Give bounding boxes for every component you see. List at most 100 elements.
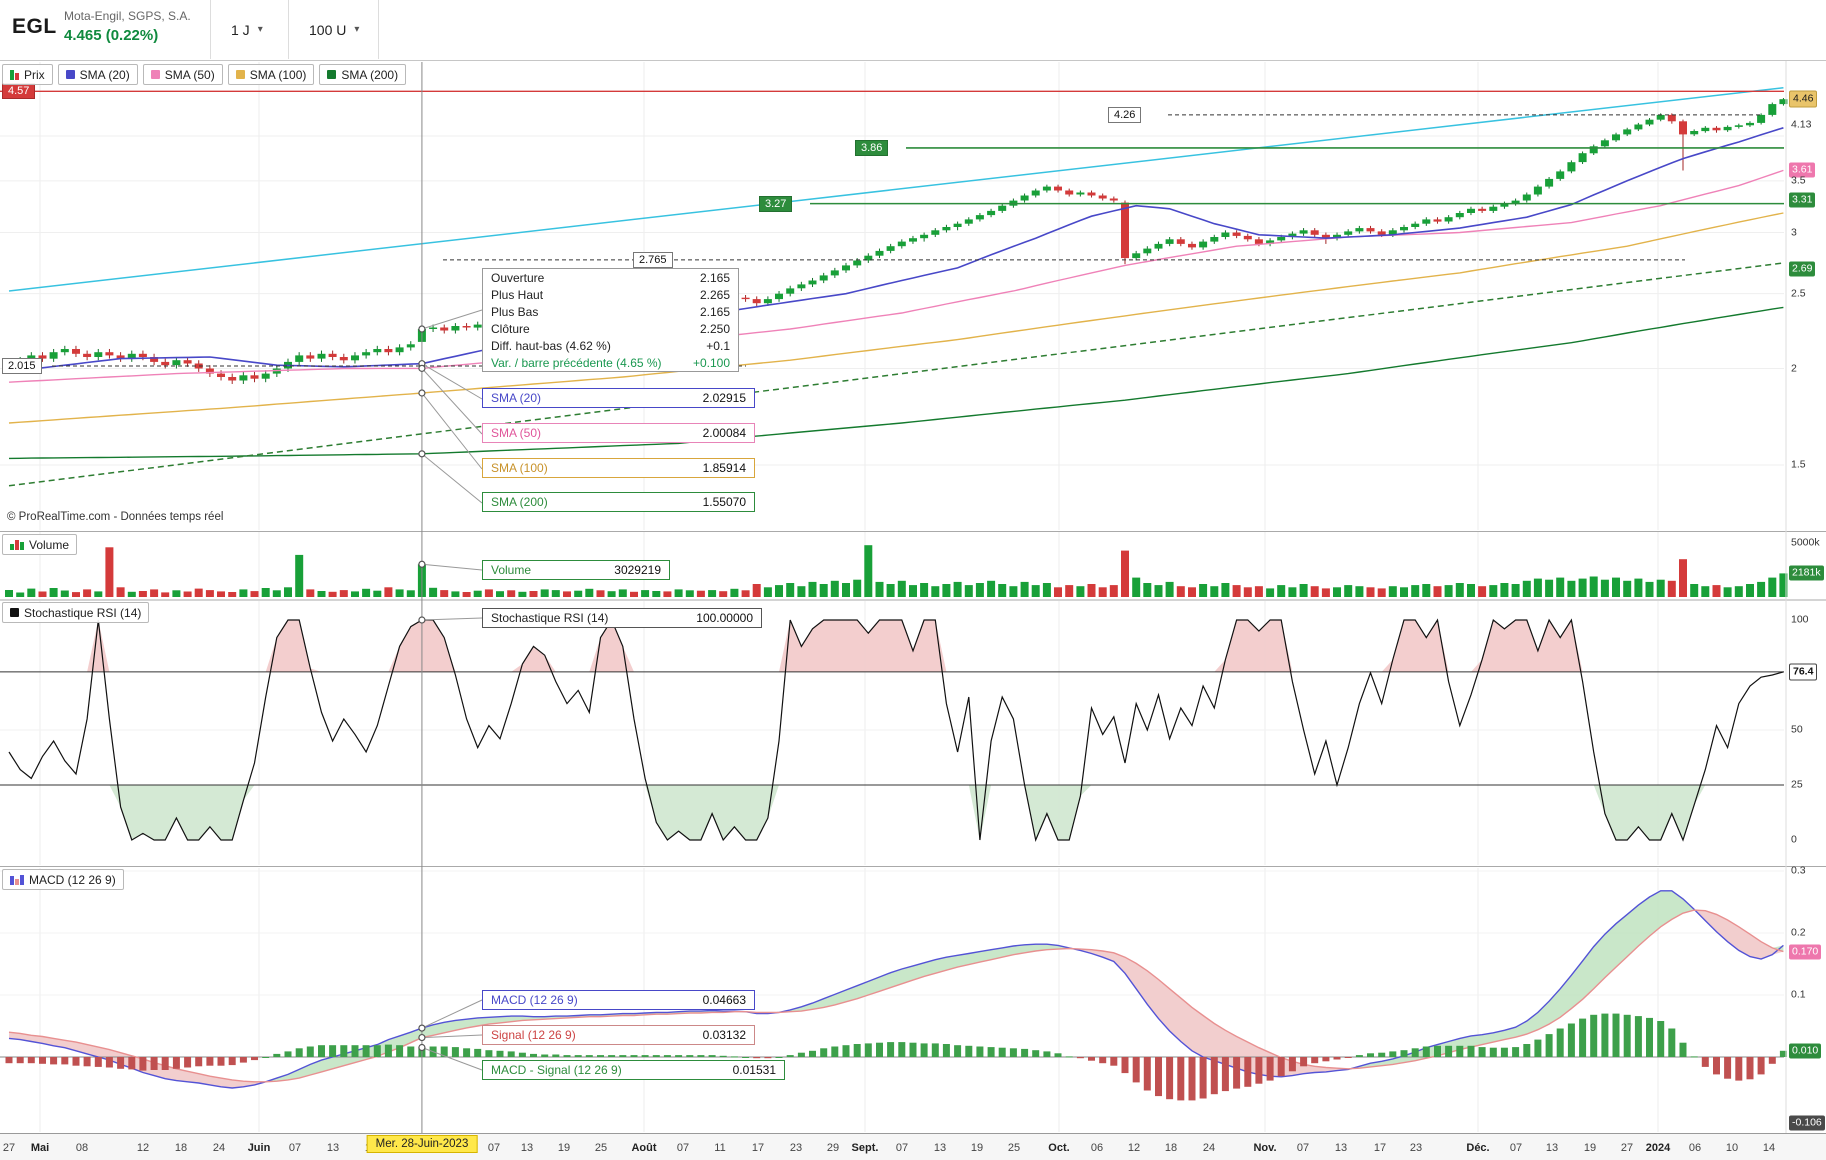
time-axis-label: 07 xyxy=(1509,1141,1523,1154)
timeframe-value: 1 J xyxy=(231,21,250,38)
time-axis-label: 11 xyxy=(714,1141,726,1154)
price-level-label[interactable]: 4.57 xyxy=(2,83,36,100)
legend-sma100-chip[interactable]: SMA (100) xyxy=(227,64,315,85)
time-axis-label: 07 xyxy=(487,1141,501,1154)
time-axis-label: Déc. xyxy=(1466,1141,1490,1154)
tooltip-close-label: Clôture xyxy=(491,321,530,336)
time-axis-label: 17 xyxy=(751,1141,765,1154)
time-axis-label: 14 xyxy=(1762,1141,1776,1154)
stoch-callout: Stochastique RSI (14) 100.00000 xyxy=(482,608,762,628)
time-axis-label: 24 xyxy=(1202,1141,1216,1154)
legend-sma50-chip[interactable]: SMA (50) xyxy=(142,64,223,85)
toolbar-divider xyxy=(378,0,379,59)
units-dropdown[interactable]: 100 U ▾ xyxy=(288,0,379,59)
sma20-color-icon xyxy=(65,70,75,79)
time-axis-label: 24 xyxy=(212,1141,226,1154)
copyright-notice: © ProRealTime.com - Données temps réel xyxy=(7,511,224,523)
time-axis-label: 25 xyxy=(1007,1141,1021,1154)
sma100-callout: SMA (100) 1.85914 xyxy=(482,458,755,478)
axis-tag: 0.2 xyxy=(1791,926,1806,939)
time-axis-label: 06 xyxy=(1090,1141,1104,1154)
axis-tag: 0.010 xyxy=(1789,1043,1822,1059)
axis-tag: -0.106 xyxy=(1789,1115,1825,1131)
tooltip-var-label: Var. / barre précédente (4.65 %) xyxy=(491,355,662,370)
sma20-callout-value: 2.02915 xyxy=(702,391,746,405)
macd-legend: MACD (12 26 9) xyxy=(2,869,124,890)
axis-tag: 2 xyxy=(1791,362,1797,375)
legend-sma20-chip[interactable]: SMA (20) xyxy=(57,64,138,85)
sma50-callout-value: 2.00084 xyxy=(702,426,746,440)
macd-callout-label: MACD (12 26 9) xyxy=(491,993,578,1007)
tooltip-low-label: Plus Bas xyxy=(491,304,539,319)
axis-tag: 1.5 xyxy=(1791,458,1806,471)
price-level-label[interactable]: 3.86 xyxy=(855,139,889,156)
price-level-label[interactable]: 3.27 xyxy=(759,195,793,212)
gridlines xyxy=(0,62,1784,1132)
time-axis-label: Mai xyxy=(30,1141,50,1154)
time-axis-label: 18 xyxy=(174,1141,188,1154)
sma200-callout-value: 1.55070 xyxy=(702,495,746,509)
sma-lines xyxy=(8,127,1784,460)
stoch-legend: Stochastique RSI (14) xyxy=(2,602,150,623)
axis-tag: 4.13 xyxy=(1791,118,1812,131)
axis-tag: 2181k xyxy=(1789,565,1824,581)
price-level-label[interactable]: 2.765 xyxy=(633,251,673,268)
indicator-legend: Prix SMA (20) SMA (50) SMA (100) SMA (20… xyxy=(2,64,407,85)
price-level-label[interactable]: 4.26 xyxy=(1108,106,1142,123)
volume-chip[interactable]: Volume xyxy=(2,534,78,555)
tooltip-range-label: Diff. haut-bas (4.62 %) xyxy=(491,338,611,353)
volume-callout-value: 3029219 xyxy=(614,563,661,577)
time-axis-label: 07 xyxy=(1296,1141,1310,1154)
time-axis-label: 06 xyxy=(1688,1141,1702,1154)
time-axis-label: Août xyxy=(631,1141,657,1154)
trendlines xyxy=(8,86,1784,487)
axis-tag: 0.170 xyxy=(1789,944,1822,960)
sma200-callout: SMA (200) 1.55070 xyxy=(482,492,755,512)
volume-label: Volume xyxy=(29,537,70,552)
stoch-rsi-panel xyxy=(0,618,1784,843)
sma50-color-icon xyxy=(150,70,160,79)
stoch-line-icon xyxy=(10,608,19,617)
tooltip-var-value: +0.100 xyxy=(692,355,730,370)
stoch-chip[interactable]: Stochastique RSI (14) xyxy=(2,602,150,623)
axis-tag: 4.46 xyxy=(1789,90,1818,108)
units-value: 100 U xyxy=(309,21,347,38)
time-axis-label: 08 xyxy=(75,1141,89,1154)
volume-callout: Volume 3029219 xyxy=(482,560,670,580)
legend-sma200-chip[interactable]: SMA (200) xyxy=(319,64,407,85)
legend-sma20-label: SMA (20) xyxy=(79,67,130,82)
signal-callout-label: Signal (12 26 9) xyxy=(491,1028,576,1042)
timeframe-dropdown[interactable]: 1 J ▾ xyxy=(210,0,283,59)
crosshair xyxy=(418,62,483,1133)
axis-tag: 2.5 xyxy=(1791,287,1806,300)
time-axis-label: 07 xyxy=(895,1141,909,1154)
sma20-callout: SMA (20) 2.02915 xyxy=(482,388,755,408)
time-axis-label: 13 xyxy=(520,1141,534,1154)
stoch-callout-label: Stochastique RSI (14) xyxy=(491,611,609,625)
legend-price-chip[interactable]: Prix xyxy=(2,64,53,85)
macd-chip[interactable]: MACD (12 26 9) xyxy=(2,869,124,890)
time-axis-label: 07 xyxy=(676,1141,690,1154)
volume-panel xyxy=(5,545,1788,597)
time-axis-label: 18 xyxy=(1164,1141,1178,1154)
time-axis-label: 10 xyxy=(1725,1141,1739,1154)
axis-tag: 3 xyxy=(1791,226,1797,239)
price-level-label[interactable]: 2.015 xyxy=(2,358,42,374)
macd-diff-callout: MACD - Signal (12 26 9) 0.01531 xyxy=(482,1060,785,1080)
time-axis-label: 12 xyxy=(1127,1141,1141,1154)
sma50-callout: SMA (50) 2.00084 xyxy=(482,423,755,443)
time-axis-label: 27 xyxy=(2,1141,16,1154)
axis-tag: 0.3 xyxy=(1791,864,1806,877)
volume-legend: Volume xyxy=(2,534,78,555)
macd-callout-value: 0.04663 xyxy=(702,993,746,1007)
time-axis-label: 13 xyxy=(933,1141,947,1154)
price-tooltip: Ouverture 2.165 Plus Haut 2.265 Plus Bas 2.… xyxy=(482,268,739,372)
tooltip-open-value: 2.165 xyxy=(699,270,730,285)
time-axis[interactable]: 27 Mai 08 12 18 24 Juin 07 13 19 07 13 19 25 Août 07 11 1… xyxy=(0,1133,1826,1160)
tooltip-high-label: Plus Haut xyxy=(491,287,544,302)
tooltip-open-label: Ouverture xyxy=(491,270,545,285)
crosshair-date-tag: Mer. 28-Juin-2023 xyxy=(366,1135,478,1153)
candlestick-icon xyxy=(10,69,19,80)
